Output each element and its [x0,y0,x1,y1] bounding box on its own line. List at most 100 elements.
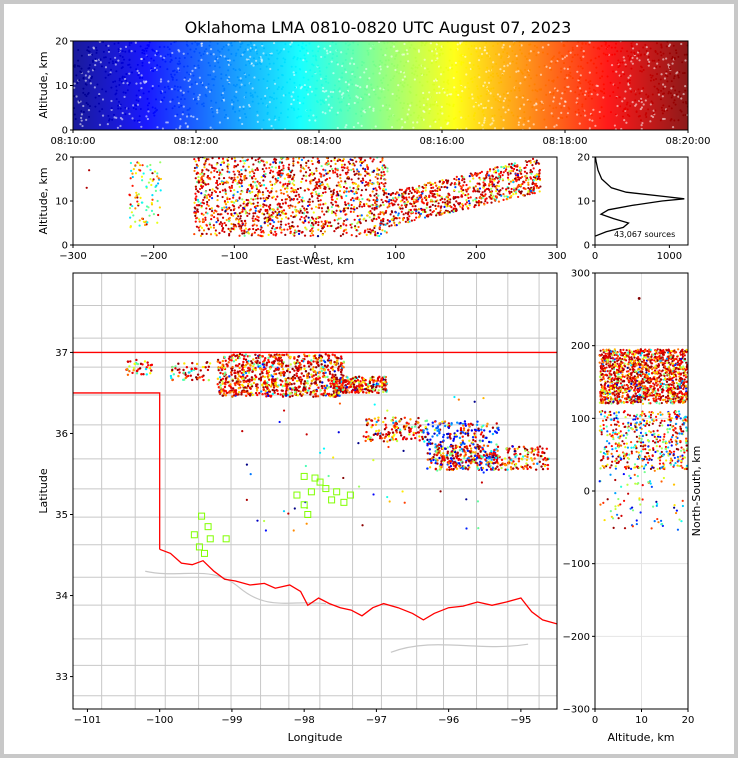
time-scatter-point [125,79,128,82]
time-scatter-gap [464,55,467,58]
ew-scatter-point [222,160,225,163]
ew-scatter-point [282,209,286,212]
time-scatter-gap [212,53,215,56]
ew-scatter-point [394,196,397,199]
ew-scatter-point [361,181,364,184]
time-scatter-point [164,60,167,63]
time-scatter-point [163,86,166,89]
ew-scatter-point [295,210,298,213]
ew-scatter-point [525,176,528,180]
ew-scatter-point [466,194,469,197]
time-scatter-gap [548,66,552,70]
time-scatter-gap [478,121,481,125]
time-scatter-gap [400,118,403,121]
time-scatter-gap [640,97,643,100]
ew-scatter-point [253,181,257,184]
time-scatter-point [551,115,554,118]
time-scatter-point [671,56,674,59]
ew-scatter-point [490,192,493,195]
ew-scatter-point [323,174,326,177]
ew-scatter-point [417,208,421,211]
ew-scatter-point [154,189,158,192]
ew-scatter-point [326,206,329,209]
time-scatter-point [550,68,553,71]
time-scatter-point [602,52,605,55]
ew-scatter-point [379,212,382,216]
time-scatter-point [256,110,259,113]
ew-scatter-point [254,177,257,180]
time-scatter-point [330,95,333,98]
time-scatter-point [618,81,621,84]
ew-scatter-point [216,217,219,220]
time-scatter-point [180,104,183,107]
time-scatter-point [416,66,419,69]
ew-scatter-point [508,192,511,195]
time-scatter-gap [620,127,623,130]
time-scatter-point [661,92,664,95]
ew-scatter-point [261,191,264,194]
ew-scatter-point [201,218,205,221]
ew-scatter-point [242,232,246,235]
map-source-point [237,390,241,394]
time-scatter-gap [87,109,91,112]
ew-scatter-point [350,203,353,207]
ew-scatter-point [254,211,257,215]
time-scatter-point [220,77,223,80]
time-scatter-point [91,60,94,63]
ew-scatter-point [376,231,379,235]
time-scatter-gap [558,102,561,105]
ew-scatter-point [230,212,233,216]
time-scatter-point [286,116,289,119]
ew-scatter-point [291,182,294,185]
ew-scatter-point [331,167,334,171]
time-scatter-gap [465,127,468,130]
map-source-point [307,365,311,368]
ew-scatter-point [418,184,421,188]
ew-scatter-point [443,211,446,214]
time-scatter-point [194,47,197,50]
ew-scatter-point [485,197,488,200]
ew-scatter-point [310,232,313,235]
time-scatter-gap [153,66,157,70]
time-scatter-point [277,76,280,79]
ew-scatter-point [486,170,489,174]
time-scatter-point [516,115,519,118]
time-scatter-gap [139,82,142,85]
time-scatter-point [234,85,237,88]
ew-scatter-point [276,208,279,211]
ew-scatter-point [397,196,400,199]
time-scatter-point [506,94,509,97]
ew-scatter-point [329,190,333,193]
time-scatter-point [446,81,449,84]
time-scatter-gap [298,101,301,105]
time-scatter-point [95,51,98,54]
ew-scatter-point [314,184,317,187]
ew-scatter-point [439,209,442,212]
time-scatter-point [626,80,629,83]
ew-scatter-point [250,234,253,237]
time-scatter-point [138,76,141,79]
ew-scatter-point [313,177,317,180]
time-scatter-point [374,93,377,96]
time-scatter-point [315,115,318,118]
ew-scatter-point [135,191,138,194]
time-scatter-point [384,59,387,62]
map-source-point [246,369,249,373]
ew-scatter-point [250,197,253,200]
time-scatter-gap [378,72,381,75]
time-scatter-gap [480,102,483,106]
time-scatter-point [344,68,347,71]
time-scatter-point [178,60,181,63]
ew-scatter-point [275,181,278,184]
time-scatter-point [465,43,468,46]
ew-scatter-point [310,171,314,174]
ew-scatter-point [315,167,318,170]
ew-scatter-point [312,188,315,191]
time-scatter-point [227,49,230,52]
time-scatter-gap [434,120,437,123]
ew-scatter-point [443,198,446,201]
time-scatter-point [90,75,93,78]
time-scatter-point [305,109,308,112]
ew-scatter-point [381,157,384,160]
time-scatter-point [239,69,242,72]
